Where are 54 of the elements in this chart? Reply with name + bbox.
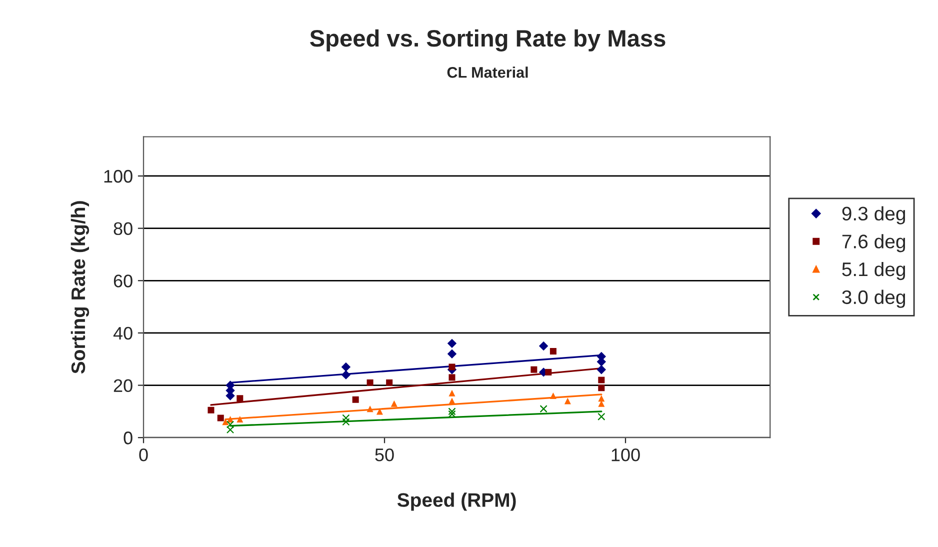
point: [447, 338, 457, 348]
x-tick-label: 100: [612, 448, 640, 462]
point: [448, 410, 456, 418]
y-tick-label: 60: [114, 274, 132, 288]
point: [530, 366, 538, 373]
y-tick-label: 80: [114, 222, 132, 236]
point: [448, 398, 456, 404]
point: [342, 418, 350, 426]
point: [376, 408, 383, 415]
point: [352, 396, 359, 403]
point: [596, 364, 606, 374]
y-axis-title: Sorting Rate (kg/h): [70, 201, 90, 374]
chart-title: Speed vs. Sorting Rate by Mass: [310, 29, 666, 52]
legend-label: 9.3 deg: [842, 206, 906, 224]
point: [341, 362, 351, 372]
chart-subtitle: CL Material: [447, 66, 528, 78]
point: [342, 414, 350, 422]
point: [217, 414, 224, 422]
point: [550, 392, 556, 399]
point: [545, 368, 552, 376]
point: [448, 390, 456, 396]
x-axis-title: Speed (RPM): [397, 492, 516, 511]
y-tick-label: 0: [124, 432, 132, 444]
point: [540, 405, 548, 413]
point: [598, 384, 605, 392]
point: [366, 406, 374, 412]
point: [226, 420, 234, 428]
x-tick-label: 0: [139, 448, 148, 462]
point: [208, 406, 214, 414]
point: [341, 370, 351, 380]
point: [366, 379, 374, 386]
point: [236, 395, 244, 402]
point: [222, 418, 229, 426]
point: [550, 348, 556, 355]
point: [538, 341, 548, 351]
y-tick-label: 20: [114, 379, 132, 392]
point: [598, 376, 605, 384]
point: [448, 364, 456, 370]
legend-label: 5.1 deg: [842, 262, 906, 280]
point: [447, 349, 457, 358]
point: [236, 416, 244, 423]
point: [386, 379, 393, 386]
point: [448, 408, 456, 416]
point: [564, 398, 571, 404]
y-tick-label: 40: [113, 326, 132, 340]
point: [390, 400, 398, 407]
point: [598, 395, 605, 402]
point: [226, 426, 234, 434]
point: [448, 374, 456, 381]
legend-label: 7.6 deg: [842, 234, 906, 252]
point: [598, 412, 606, 420]
x-tick-label: 50: [375, 448, 394, 462]
legend-label: 3.0 deg: [842, 290, 906, 308]
y-tick-label: 100: [104, 170, 132, 183]
